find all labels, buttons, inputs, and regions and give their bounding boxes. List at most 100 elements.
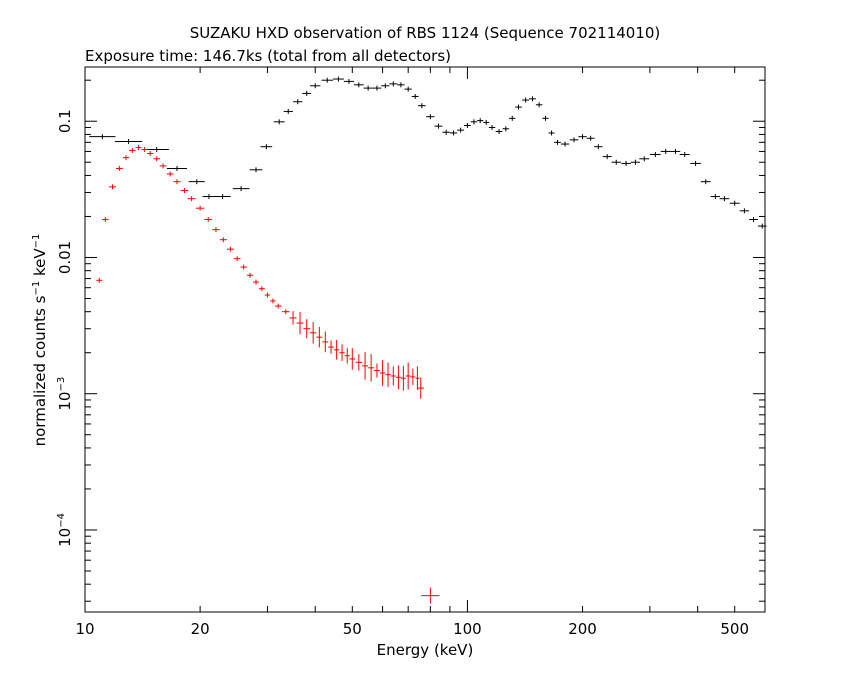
- data-point: [442, 130, 450, 135]
- data-point: [594, 144, 602, 149]
- data-point: [374, 364, 380, 378]
- data-point: [711, 194, 720, 199]
- x-axis-label: Energy (keV): [377, 641, 474, 659]
- data-point: [464, 123, 471, 128]
- data-point: [116, 166, 123, 171]
- data-point: [690, 161, 701, 166]
- data-point: [96, 278, 102, 283]
- data-point: [406, 362, 411, 389]
- data-point: [227, 247, 234, 252]
- data-point: [650, 152, 661, 157]
- data-point: [250, 167, 263, 172]
- y-tick-label: 10−4: [56, 513, 74, 547]
- data-point: [396, 365, 401, 389]
- y-axis-label-exp-2: −1: [31, 234, 42, 249]
- data-point: [621, 161, 631, 166]
- data-point: [333, 77, 344, 82]
- data-point: [270, 298, 275, 303]
- data-point: [536, 102, 542, 107]
- y-tick-label: 0.1: [56, 109, 74, 133]
- data-point: [587, 136, 595, 141]
- tick-labels: 10 20 50 100 200 5000.10.0110−310−4: [56, 109, 749, 638]
- data-point: [188, 196, 196, 201]
- data-point: [160, 163, 167, 168]
- data-point: [141, 147, 147, 152]
- data-point: [730, 201, 740, 206]
- data-point: [740, 208, 749, 213]
- y-axis-label-main: normalized counts s: [31, 295, 49, 446]
- data-point: [233, 186, 250, 191]
- chart-title: SUZAKU HXD observation of RBS 1124 (Sequ…: [190, 24, 661, 42]
- data-point: [661, 149, 671, 154]
- data-point: [297, 312, 304, 334]
- data-point: [123, 155, 129, 160]
- data-point: [522, 98, 529, 103]
- data-point: [356, 354, 362, 370]
- data-point: [181, 188, 188, 193]
- data-point: [282, 309, 289, 314]
- data-point: [284, 109, 293, 114]
- y-tick-label: 0.01: [56, 241, 74, 274]
- x-tick-label: 200: [568, 620, 597, 638]
- data-point: [385, 362, 390, 386]
- data-point: [515, 105, 522, 110]
- data-point: [603, 154, 612, 159]
- data-point: [215, 194, 231, 199]
- data-point: [167, 171, 174, 176]
- data-point: [368, 354, 374, 381]
- data-point: [253, 280, 259, 285]
- data-point: [391, 367, 396, 386]
- x-tick-label: 500: [720, 620, 749, 638]
- data-point: [189, 179, 205, 184]
- data-point: [503, 126, 510, 131]
- data-point: [115, 139, 142, 144]
- series-2: [96, 145, 439, 603]
- data-point: [578, 134, 586, 139]
- data-point: [680, 152, 690, 157]
- axis-ticks: [85, 67, 765, 612]
- spectrum-chart: 10 20 50 100 200 5000.10.0110−310−4 SUZAKU HX…: [0, 0, 850, 680]
- data-point: [234, 256, 241, 261]
- data-point: [554, 140, 561, 145]
- data-point: [749, 217, 758, 222]
- x-tick-label: 10: [75, 620, 94, 638]
- data-point: [639, 156, 649, 161]
- data-point: [421, 588, 439, 604]
- data-point: [496, 129, 503, 134]
- plot-frame: [85, 67, 765, 612]
- data-point: [362, 352, 368, 379]
- data-point: [322, 332, 328, 353]
- data-point: [397, 82, 404, 87]
- data-point: [321, 78, 333, 83]
- x-tick-label: 20: [191, 620, 210, 638]
- data-point: [631, 160, 640, 165]
- data-point: [489, 125, 495, 130]
- data-point: [147, 151, 153, 156]
- data-point: [153, 156, 159, 161]
- data-point: [354, 82, 364, 87]
- data-point: [135, 145, 141, 150]
- data-point: [204, 217, 212, 222]
- data-point: [349, 348, 355, 369]
- data-point: [259, 286, 265, 291]
- data-point: [380, 360, 386, 386]
- data-point: [364, 86, 373, 91]
- data-point: [549, 130, 555, 135]
- data-point: [203, 194, 216, 199]
- data-point: [334, 340, 339, 360]
- data-point: [405, 87, 412, 92]
- data-point: [173, 179, 180, 184]
- data-series: [89, 77, 766, 604]
- data-point: [612, 160, 621, 165]
- y-axis-label-exp-1: −1: [31, 281, 42, 296]
- data-point: [316, 327, 322, 347]
- data-point: [529, 96, 536, 101]
- data-point: [310, 83, 320, 88]
- y-axis-label: normalized counts s−1 keV−1: [31, 234, 49, 447]
- data-point: [345, 348, 350, 364]
- data-point: [389, 81, 397, 86]
- data-point: [471, 119, 477, 124]
- x-tick-label: 50: [343, 620, 362, 638]
- y-tick-label: 10−3: [56, 377, 74, 411]
- data-point: [701, 179, 711, 184]
